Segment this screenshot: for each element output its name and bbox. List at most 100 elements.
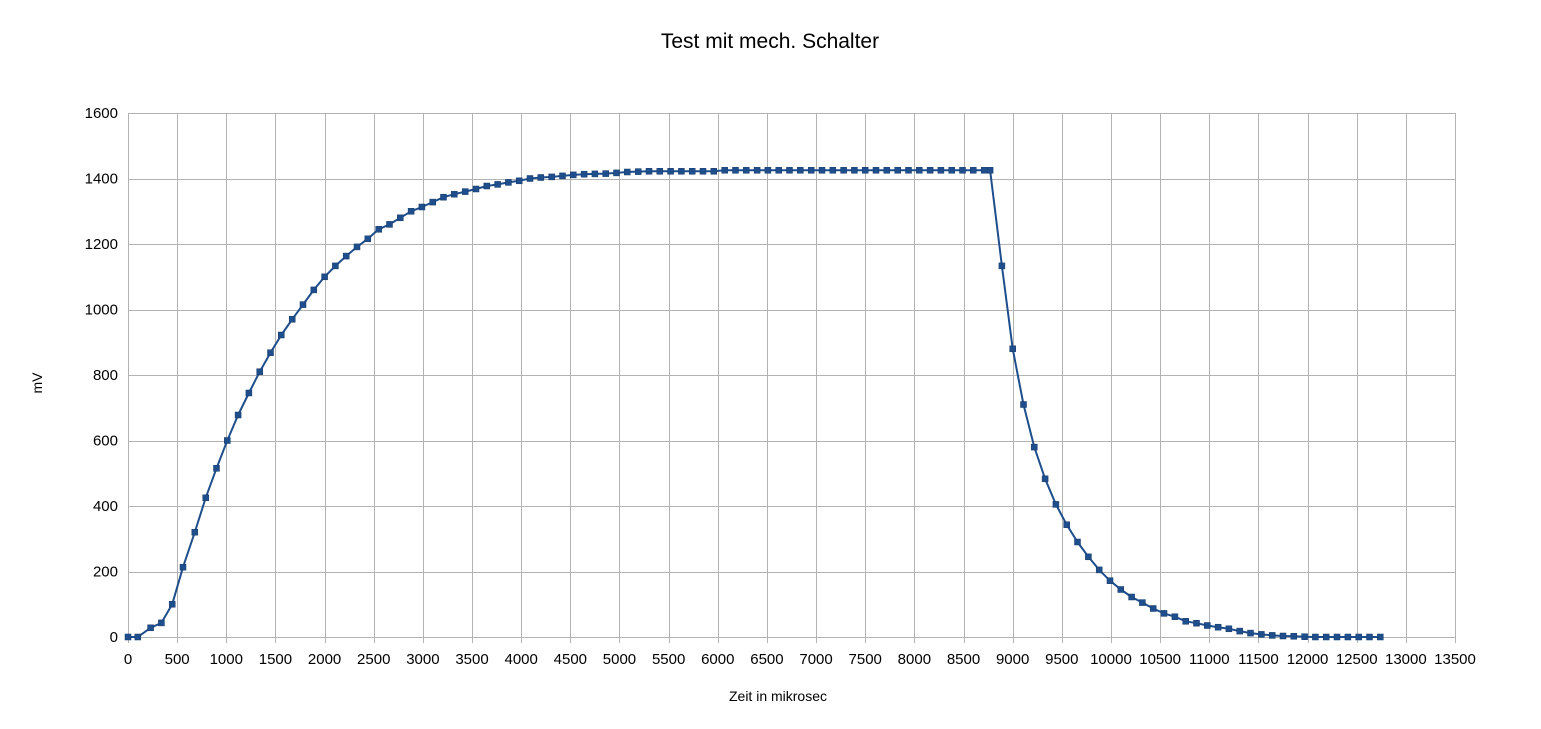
data-point: [829, 167, 837, 174]
data-point: [998, 262, 1006, 270]
data-point: [807, 167, 815, 174]
data-point: [883, 167, 891, 174]
data-point: [732, 167, 739, 174]
data-point: [1139, 599, 1146, 606]
data-point: [1258, 631, 1265, 638]
gridlines: [128, 113, 1456, 643]
data-point: [124, 633, 132, 641]
data-point: [168, 601, 176, 608]
data-point: [418, 203, 426, 211]
data-point: [1128, 593, 1135, 601]
data-point: [310, 286, 318, 294]
data-point: [559, 172, 566, 180]
data-point: [710, 168, 718, 175]
data-point: [147, 624, 154, 632]
x-tick-label: 11500: [1238, 651, 1279, 668]
data-point: [342, 252, 350, 260]
data-point: [1182, 618, 1189, 625]
data-point: [1236, 627, 1243, 635]
data-point: [1009, 345, 1016, 353]
data-point: [158, 619, 165, 627]
y-tick-label: 1400: [85, 171, 118, 188]
data-point: [797, 167, 804, 174]
y-axis-ticks: 0 200 400 600 800 1000 1200 1400 1600: [85, 105, 118, 646]
data-point: [764, 167, 772, 174]
data-point: [634, 168, 642, 175]
x-tick-label: 11000: [1189, 651, 1230, 668]
data-point: [667, 168, 674, 175]
data-point: [288, 316, 296, 323]
x-tick-label: 6000: [701, 651, 734, 668]
data-point: [688, 168, 696, 175]
data-point: [472, 185, 480, 193]
data-point: [753, 167, 761, 174]
data-point: [461, 188, 469, 195]
data-point: [1366, 633, 1373, 641]
data-point: [386, 221, 393, 228]
data-point: [1268, 632, 1276, 639]
data-point: [591, 170, 599, 178]
x-tick-label: 8500: [947, 651, 980, 668]
x-tick-label: 13000: [1385, 651, 1427, 668]
data-point: [894, 167, 901, 174]
data-point: [1247, 629, 1254, 637]
x-tick-label: 8000: [898, 651, 931, 668]
x-tick-label: 9000: [996, 651, 1029, 668]
data-point: [1355, 633, 1362, 641]
data-point: [1214, 623, 1222, 631]
x-tick-label: 10000: [1090, 651, 1132, 668]
data-point: [645, 168, 653, 175]
data-point: [980, 167, 988, 174]
data-point: [1041, 475, 1049, 483]
data-point: [786, 167, 793, 174]
data-point: [1204, 622, 1211, 629]
data-point: [256, 368, 263, 375]
data-point: [1063, 521, 1070, 528]
data-point: [1149, 605, 1157, 612]
x-tick-label: 1000: [210, 651, 243, 668]
data-point: [191, 528, 199, 536]
x-tick-label: 2000: [308, 651, 341, 668]
data-point: [775, 167, 782, 174]
x-tick-label: 12000: [1287, 651, 1329, 668]
data-point: [937, 167, 945, 174]
data-point: [743, 167, 750, 174]
data-point: [353, 243, 361, 251]
data-point: [397, 214, 404, 222]
data-point: [1160, 610, 1168, 617]
data-point: [1377, 633, 1384, 641]
data-point: [1225, 625, 1233, 633]
data-point: [202, 494, 209, 502]
data-point: [1279, 632, 1287, 640]
x-axis-label: Zeit in mikrosec: [729, 688, 827, 704]
data-point: [1312, 633, 1319, 641]
x-tick-label: 4500: [554, 651, 587, 668]
data-point: [548, 173, 555, 181]
data-point: [1095, 566, 1103, 574]
data-point: [494, 181, 501, 188]
y-axis-label: mV: [29, 372, 45, 394]
data-point: [721, 167, 728, 174]
x-tick-label: 5000: [603, 651, 636, 668]
x-tick-label: 3000: [406, 651, 439, 668]
data-point: [407, 208, 415, 215]
data-point: [1106, 577, 1114, 584]
y-tick-label: 0: [110, 629, 118, 646]
data-point: [678, 168, 685, 175]
data-point: [483, 182, 491, 190]
data-point: [1290, 633, 1298, 640]
data-point: [515, 177, 523, 185]
data-point: [1322, 633, 1330, 641]
data-point: [1193, 619, 1200, 627]
data-point: [134, 633, 142, 641]
x-tick-label: 9500: [1045, 651, 1078, 668]
x-tick-label: 2500: [357, 651, 390, 668]
data-point: [440, 193, 447, 201]
data-point: [267, 349, 274, 356]
data-point: [1117, 586, 1125, 593]
data-point: [537, 174, 545, 181]
data-point: [1074, 538, 1081, 546]
data-point: [299, 301, 307, 308]
chart-title: Test mit mech. Schalter: [661, 30, 879, 53]
